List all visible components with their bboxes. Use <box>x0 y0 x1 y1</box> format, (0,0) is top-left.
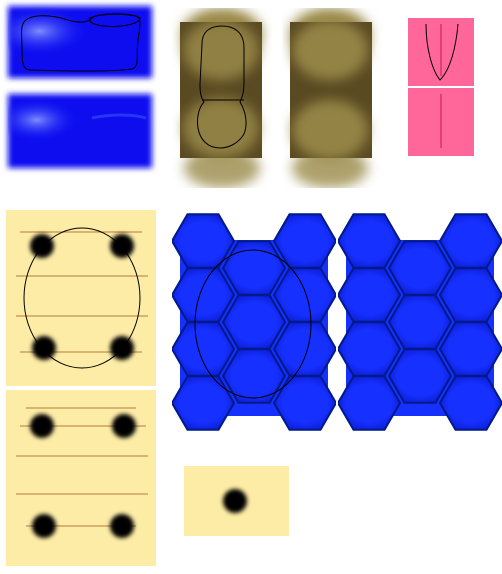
hex-cell <box>387 348 453 404</box>
water-tile-top <box>0 0 160 90</box>
mud-tile-outlined <box>172 8 272 188</box>
sand-tile-small <box>184 466 290 538</box>
sand-tile-bottom <box>6 390 158 566</box>
hex-cell <box>172 375 236 431</box>
hex-cell <box>221 348 287 404</box>
pink-tile <box>408 18 476 158</box>
hex-grid-plain <box>338 210 502 440</box>
oval-outline <box>194 249 312 399</box>
hex-grid-outlined <box>172 210 336 440</box>
hex-cell <box>338 375 402 431</box>
hex-cell <box>272 375 336 431</box>
hex-cell <box>438 375 502 431</box>
mud-tile-plain <box>282 8 382 188</box>
water-tile-bottom <box>0 88 160 178</box>
sand-tile-top <box>6 210 158 386</box>
